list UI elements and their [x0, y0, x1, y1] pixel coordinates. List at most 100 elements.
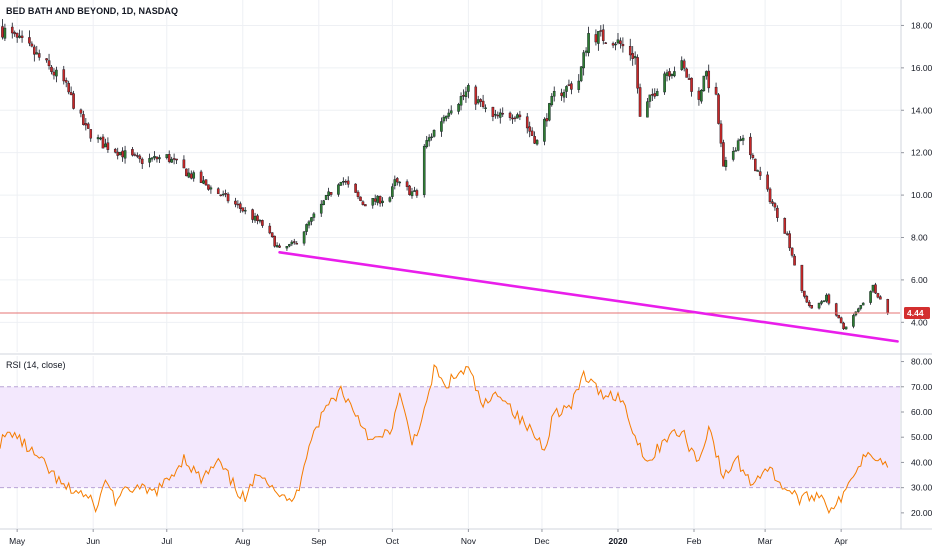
candle-body	[731, 151, 735, 160]
candle	[834, 302, 838, 317]
candle-body	[491, 106, 495, 117]
candle-body	[817, 302, 821, 309]
candle-body	[577, 80, 581, 90]
candle-body	[192, 172, 196, 179]
candle	[567, 79, 571, 87]
price-axis-label: 14.00	[911, 105, 932, 115]
candle	[628, 38, 632, 61]
candle	[827, 293, 831, 306]
candle	[408, 184, 411, 196]
candle	[324, 194, 328, 200]
rsi-band	[0, 386, 900, 488]
candle-body	[724, 160, 728, 167]
candle	[251, 208, 254, 223]
candle	[354, 183, 357, 193]
candle	[302, 230, 306, 246]
candle-body	[219, 194, 223, 197]
candle-body	[256, 215, 259, 221]
candle-body	[827, 294, 831, 304]
candle-body	[511, 117, 514, 120]
candle	[788, 230, 791, 251]
candle	[422, 143, 426, 198]
candle-body	[234, 200, 237, 205]
candle-body	[599, 30, 603, 32]
candle	[839, 316, 843, 324]
candle-body	[133, 154, 137, 156]
candle-body	[805, 296, 809, 303]
candle	[395, 177, 399, 186]
candle-body	[413, 190, 416, 192]
candle	[322, 199, 326, 206]
candle-body	[148, 158, 151, 163]
candle	[525, 112, 529, 134]
time-axis-label: Mar	[758, 536, 773, 546]
candle-body	[756, 170, 760, 172]
candle	[719, 120, 723, 148]
candle-body	[442, 116, 446, 122]
candle-body	[241, 207, 245, 212]
candle	[577, 74, 581, 93]
candle	[295, 241, 299, 245]
candle-body	[803, 290, 806, 297]
candle	[221, 190, 225, 197]
candle-body	[104, 143, 107, 148]
candle	[82, 110, 85, 126]
candle	[597, 31, 600, 51]
candle-body	[668, 71, 671, 77]
candle-body	[616, 39, 620, 44]
candle-body	[189, 173, 193, 179]
candle-body	[697, 90, 701, 100]
candle-body	[859, 305, 863, 309]
candle-body	[807, 301, 811, 306]
candle-body	[476, 99, 480, 104]
candle-body	[322, 200, 326, 205]
candle	[346, 176, 350, 188]
candle	[837, 314, 840, 319]
candle-body	[825, 294, 828, 302]
candle	[216, 187, 220, 194]
candle	[665, 69, 669, 82]
candle-body	[545, 118, 549, 122]
candle-body	[700, 89, 703, 102]
candle	[817, 302, 821, 310]
rsi-axis-label: 30.00	[911, 483, 932, 493]
candle-body	[874, 284, 877, 294]
candle-body	[670, 74, 674, 76]
candle	[621, 37, 625, 53]
candle-body	[597, 31, 600, 44]
candle	[337, 183, 340, 197]
candle-body	[665, 72, 669, 76]
candle	[785, 231, 789, 236]
candle	[599, 25, 603, 37]
candle-body	[876, 293, 880, 298]
candle	[793, 254, 796, 266]
candle-body	[361, 201, 365, 205]
candle	[803, 290, 806, 299]
candle-body	[462, 95, 465, 97]
candle	[79, 108, 83, 118]
candle	[167, 150, 171, 164]
candle	[10, 22, 14, 39]
candle-body	[381, 200, 384, 203]
candle	[879, 295, 882, 300]
candle	[153, 151, 156, 161]
candle-body	[562, 91, 566, 98]
rsi-title: RSI (14, close)	[6, 360, 66, 370]
candle-body	[123, 150, 127, 159]
candle	[361, 200, 365, 206]
candle	[371, 198, 375, 209]
candle-body	[793, 255, 796, 266]
candle-body	[405, 181, 409, 187]
candle	[449, 105, 453, 115]
candle	[736, 138, 740, 152]
candle	[3, 23, 7, 42]
candle-body	[655, 91, 659, 96]
candle	[673, 66, 676, 78]
candle-body	[278, 245, 281, 248]
candle	[202, 175, 205, 185]
candle-body	[72, 93, 75, 109]
candle-body	[302, 231, 306, 244]
candle-body	[852, 315, 855, 327]
candle	[771, 199, 774, 207]
